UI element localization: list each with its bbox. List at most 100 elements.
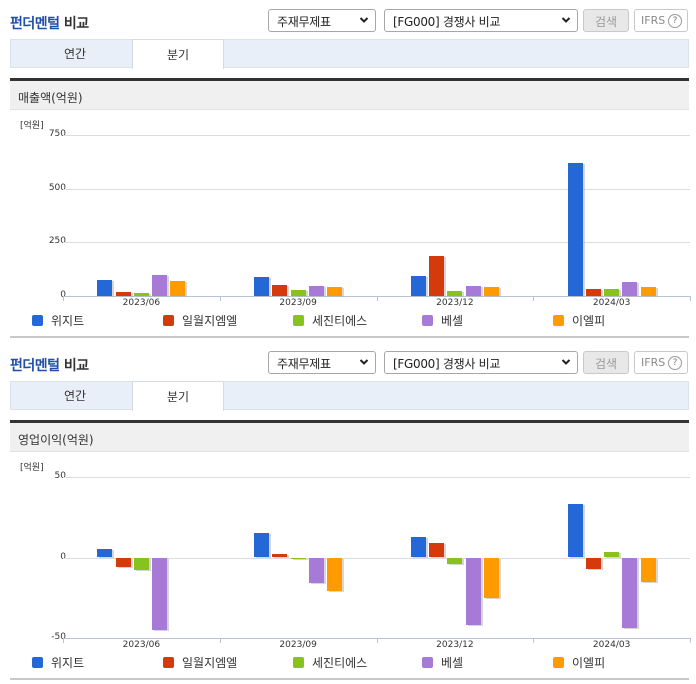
- bar[interactable]: [567, 504, 583, 558]
- x-tick-mark: [533, 638, 535, 643]
- tab-annual[interactable]: 연간: [63, 389, 87, 403]
- bar[interactable]: [170, 280, 186, 296]
- help-icon[interactable]: ?: [668, 14, 682, 28]
- bar[interactable]: [327, 286, 343, 296]
- title-part-2: 비교: [63, 16, 89, 32]
- bar[interactable]: [410, 275, 426, 296]
- bar[interactable]: [483, 286, 499, 296]
- bar[interactable]: [115, 291, 131, 296]
- legend-item[interactable]: 세진티에스: [293, 654, 367, 671]
- ifrs-button[interactable]: IFRS ?: [634, 351, 688, 374]
- statement-type-select[interactable]: 주재무제표: [268, 9, 376, 32]
- legend-label: 베셀: [441, 656, 464, 670]
- x-tick-label: 2023/12: [436, 298, 474, 308]
- bar[interactable]: [585, 557, 601, 569]
- x-tick-label: 2024/03: [592, 298, 631, 308]
- bar[interactable]: [272, 284, 288, 296]
- chevron-down-icon: [359, 359, 369, 365]
- search-button[interactable]: 검색: [583, 9, 629, 32]
- statement-type-select[interactable]: 주재무제표: [268, 351, 376, 374]
- section-header: 펀더멘털 비교 주재무제표 [FG000] 경쟁사 비교 검색 IFRS ?: [0, 342, 696, 380]
- bar[interactable]: [447, 557, 463, 564]
- tab-annual[interactable]: 연간: [63, 47, 87, 61]
- bar[interactable]: [133, 557, 149, 571]
- legend-item[interactable]: 베셀: [422, 312, 463, 329]
- legend-item[interactable]: 일월지엠엘: [163, 312, 237, 329]
- section-title: 펀더멘털 비교: [10, 13, 89, 33]
- bar[interactable]: [97, 549, 113, 558]
- bar[interactable]: [290, 557, 306, 560]
- legend-swatch-icon: [422, 315, 433, 326]
- y-tick-label: 500: [48, 182, 66, 193]
- bar[interactable]: [254, 276, 270, 296]
- bar[interactable]: [429, 256, 445, 296]
- x-tick-mark: [63, 638, 64, 643]
- bar[interactable]: [290, 289, 306, 296]
- bar[interactable]: [410, 536, 426, 558]
- y-tick-label: 0: [60, 551, 66, 562]
- statement-type-value: 주재무제표: [277, 357, 331, 371]
- bar[interactable]: [465, 557, 481, 626]
- bar[interactable]: [640, 286, 656, 296]
- bar[interactable]: [115, 557, 131, 568]
- title-part-2: 비교: [63, 358, 89, 374]
- bar[interactable]: [604, 551, 620, 558]
- search-button[interactable]: 검색: [583, 351, 629, 374]
- y-tick-label: 750: [48, 129, 66, 139]
- legend-item[interactable]: 세진티에스: [293, 312, 367, 329]
- bar[interactable]: [585, 288, 601, 296]
- legend-item[interactable]: 베셀: [422, 654, 463, 671]
- legend-label: 위지트: [51, 656, 85, 670]
- bar[interactable]: [622, 557, 638, 629]
- legend-label: 일월지엠엘: [182, 314, 238, 328]
- bar[interactable]: [640, 557, 656, 582]
- bar[interactable]: [465, 286, 481, 296]
- divider: [10, 336, 689, 338]
- bar[interactable]: [308, 557, 324, 584]
- bar[interactable]: [483, 557, 499, 598]
- bar[interactable]: [447, 290, 463, 296]
- gridline: [63, 242, 690, 244]
- unit-label: [억원]: [20, 463, 44, 473]
- operating-profit-chart: [억원] 50 0 -50 2023/06 2023/09 2023/12 2024/03: [10, 454, 691, 654]
- x-tick-mark: [690, 296, 691, 301]
- legend-item[interactable]: 이엘피: [553, 312, 605, 329]
- revenue-chart: [억원] 750 500 250 0 2023/06 2023/09 2023/12 2024…: [10, 112, 691, 312]
- legend-item[interactable]: 일월지엠엘: [163, 654, 237, 671]
- legend-item[interactable]: 위지트: [32, 312, 84, 329]
- bar[interactable]: [567, 162, 583, 296]
- y-tick-label: 0: [60, 290, 66, 300]
- statement-type-value: 주재무제표: [277, 15, 331, 29]
- chevron-down-icon: [359, 17, 369, 23]
- bar[interactable]: [254, 533, 270, 558]
- bar[interactable]: [133, 292, 149, 296]
- legend-label: 세진티에스: [312, 314, 368, 328]
- bar[interactable]: [97, 279, 113, 296]
- help-icon[interactable]: ?: [668, 356, 682, 370]
- legend-swatch-icon: [32, 315, 43, 326]
- legend-label: 세진티에스: [312, 656, 368, 670]
- tab-quarterly[interactable]: 분기: [132, 39, 224, 69]
- x-tick-mark: [219, 296, 221, 301]
- zero-line: [63, 557, 690, 559]
- bar[interactable]: [429, 543, 445, 558]
- compare-type-select[interactable]: [FG000] 경쟁사 비교: [384, 9, 578, 32]
- section-title: 펀더멘털 비교: [10, 355, 89, 375]
- period-tabs: 연간 분기: [10, 381, 689, 411]
- bar[interactable]: [152, 557, 168, 630]
- x-tick-mark: [63, 296, 64, 301]
- chart-title: 매출액(억원): [10, 78, 689, 110]
- bar[interactable]: [272, 554, 288, 558]
- chevron-down-icon: [561, 17, 571, 23]
- bar[interactable]: [308, 285, 324, 296]
- legend-item[interactable]: 위지트: [32, 654, 84, 671]
- bar[interactable]: [604, 288, 620, 296]
- bar[interactable]: [152, 274, 168, 296]
- bar[interactable]: [327, 557, 343, 592]
- bar[interactable]: [622, 281, 638, 296]
- ifrs-button[interactable]: IFRS ?: [634, 9, 688, 32]
- tab-quarterly[interactable]: 분기: [132, 381, 224, 411]
- section-header: 펀더멘털 비교 주재무제표 [FG000] 경쟁사 비교 검색 IFRS ?: [0, 0, 696, 38]
- compare-type-select[interactable]: [FG000] 경쟁사 비교: [384, 351, 578, 374]
- legend-item[interactable]: 이엘피: [553, 654, 605, 671]
